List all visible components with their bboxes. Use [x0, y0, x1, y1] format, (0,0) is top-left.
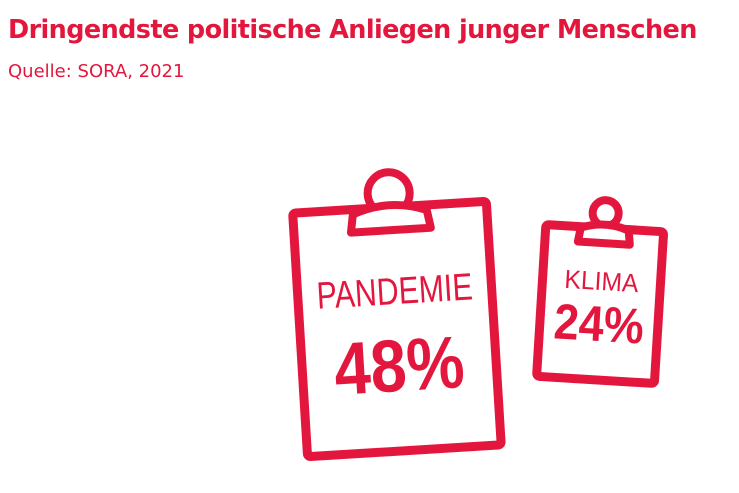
- category-label-klima: KLIMA: [564, 264, 640, 298]
- category-label-pandemie: PANDEMIE: [316, 266, 474, 317]
- chart-title: Dringendste politische Anliegen junger M…: [8, 15, 697, 45]
- chart-source: Quelle: SORA, 2021: [8, 61, 185, 82]
- clipboard-klima-clip-icon: [573, 220, 634, 249]
- value-label-klima: 24%: [552, 293, 645, 354]
- clipboard-pandemie: PANDEMIE 48%: [288, 168, 506, 462]
- value-label-pandemie: 48%: [332, 320, 467, 411]
- clipboard-klima: KLIMA 24%: [532, 196, 668, 388]
- clipboard-pandemie-clip-icon: [346, 201, 435, 237]
